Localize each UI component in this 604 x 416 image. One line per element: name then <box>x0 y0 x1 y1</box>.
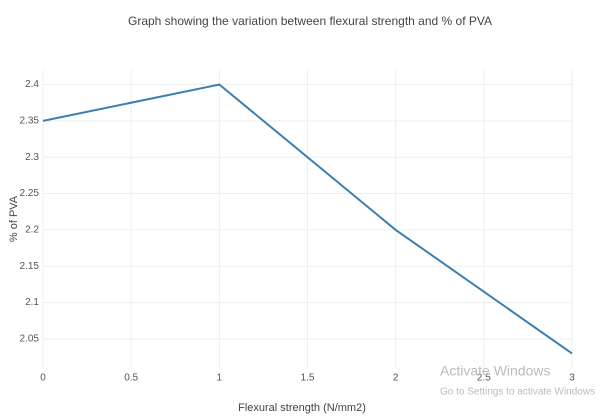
x-tick-label: 2.5 <box>477 373 491 384</box>
y-tick-label: 2.1 <box>25 297 39 308</box>
y-tick-label: 2.05 <box>20 334 40 345</box>
x-tick-label: 3 <box>569 373 575 384</box>
y-axis-label: % of PVA <box>8 195 20 242</box>
x-axis-label: Flexural strength (N/mm2) <box>238 402 366 414</box>
x-tick-label: 0 <box>40 373 46 384</box>
y-tick-label: 2.25 <box>20 188 40 199</box>
y-tick-label: 2.3 <box>25 152 39 163</box>
x-tick-label: 1 <box>217 373 223 384</box>
x-tick-label: 2 <box>393 373 399 384</box>
y-tick-label: 2.35 <box>20 116 40 127</box>
watermark-title: Activate Windows <box>440 363 550 379</box>
y-tick-label: 2.15 <box>20 261 40 272</box>
x-tick-label: 1.5 <box>301 373 315 384</box>
watermark-subtitle: Go to Settings to activate Windows <box>440 387 595 398</box>
y-tick-label: 2.2 <box>25 225 39 236</box>
x-tick-label: 0.5 <box>124 373 138 384</box>
chart-title: Graph showing the variation between flex… <box>128 14 492 28</box>
y-tick-label: 2.4 <box>25 79 39 90</box>
line-series <box>42 83 573 355</box>
